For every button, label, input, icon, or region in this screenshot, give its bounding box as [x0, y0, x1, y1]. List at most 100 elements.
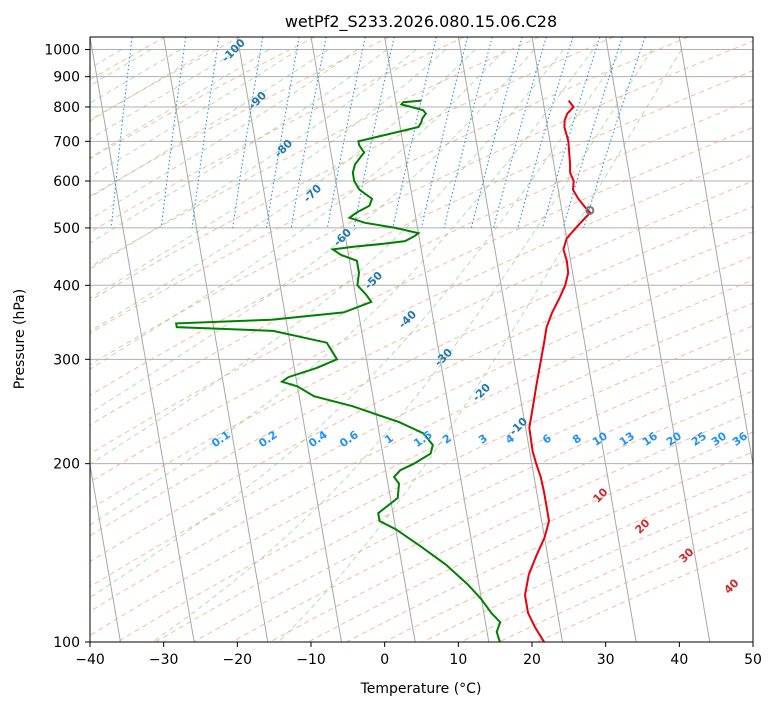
- dry-adiabat: [422, 490, 753, 642]
- moist-adiabat-label: 40: [722, 576, 742, 596]
- isotherm: [457, 37, 563, 642]
- dry-adiabat: [117, 325, 753, 642]
- isotherm: [236, 37, 342, 642]
- mixing-ratio-label: 6: [540, 431, 554, 446]
- mixing-ratio-line: [326, 37, 366, 228]
- dry-adiabat: [90, 231, 753, 563]
- dry-adiabat: [90, 37, 540, 268]
- x-tick-label: 30: [597, 652, 615, 668]
- mixing-ratio-line: [420, 37, 468, 229]
- moist-adiabat: [90, 49, 594, 526]
- dry-adiabat: [90, 255, 753, 588]
- lcl-marker: [585, 205, 595, 215]
- y-tick-label: 900: [53, 70, 80, 86]
- dry-adiabat: [90, 153, 753, 483]
- mixing-ratio-line: [493, 37, 547, 229]
- dry-adiabat: [90, 98, 753, 426]
- y-tick-label: 500: [53, 221, 80, 237]
- mixing-ratio-line: [583, 37, 646, 229]
- moist-adiabat: [90, 49, 506, 370]
- mixing-ratio-label: 1: [382, 432, 396, 447]
- dry-adiabat: [90, 37, 689, 334]
- dry-adiabat: [90, 37, 614, 302]
- temperature-line: [523, 99, 592, 642]
- x-tick-label: −10: [296, 652, 326, 668]
- plot-frame: [89, 36, 754, 643]
- x-tick-label: 10: [449, 652, 467, 668]
- mixing-ratio-line: [471, 37, 523, 229]
- y-tick-label: 600: [53, 174, 80, 190]
- moist-adiabat: [90, 49, 240, 140]
- dry-adiabat: [90, 126, 753, 455]
- mixing-ratio-line: [191, 37, 220, 228]
- x-tick-label: −40: [75, 652, 105, 668]
- y-tick-label: 300: [53, 352, 80, 368]
- y-tick-label: 400: [53, 278, 80, 294]
- y-tick-label: 200: [53, 457, 80, 473]
- mixing-ratio-label: 0.4: [306, 428, 330, 450]
- series-layer: [174, 99, 595, 642]
- dry-adiabat: [90, 37, 465, 233]
- isotherm: [384, 37, 490, 642]
- dry-adiabat: [90, 180, 753, 510]
- mixing-ratio-label: 0.2: [256, 428, 279, 450]
- moist-adiabat: [278, 49, 682, 642]
- dry-adiabat: [90, 37, 166, 81]
- x-tick-label: 50: [744, 652, 762, 668]
- mixing-ratio-label: 2: [440, 432, 454, 447]
- mixing-ratio-label: 20: [664, 429, 684, 449]
- moist-adiabat: [90, 49, 358, 220]
- x-axis-title: Temperature (°C): [360, 681, 482, 697]
- dry-adiabat-label: -100: [219, 36, 248, 65]
- mixing-ratio-label: 1.5: [411, 428, 434, 450]
- moist-adiabat: [152, 49, 653, 642]
- dewpoint-line: [174, 99, 502, 642]
- dry-adiabat: [90, 37, 390, 197]
- moist-adiabat: [90, 49, 417, 270]
- isotherm: [605, 37, 711, 642]
- isotherm: [752, 37, 753, 40]
- isotherm: [90, 37, 195, 642]
- mixing-ratio-line: [353, 37, 395, 228]
- background-lines: [90, 37, 753, 642]
- dry-adiabat: [90, 206, 753, 537]
- mixing-ratio-line: [443, 37, 493, 229]
- x-tick-label: −20: [223, 652, 253, 668]
- mixing-ratio-label: 30: [709, 429, 729, 449]
- moist-adiabat: [90, 49, 564, 465]
- y-tick-label: 800: [53, 100, 80, 116]
- axes: −40 −30 −20 −10 0 10 20 30 40 5010020030040050060…: [44, 43, 762, 668]
- dry-adiabat: [384, 470, 753, 642]
- mixing-ratio-label: 0.6: [337, 428, 361, 450]
- mixing-ratio-label: 13: [617, 429, 637, 448]
- x-tick-label: 20: [523, 652, 541, 668]
- dry-adiabat-label: -70: [301, 182, 324, 205]
- dry-adiabat-label: -20: [470, 381, 493, 404]
- moist-adiabat: [90, 49, 270, 159]
- isotherm: [531, 37, 637, 642]
- mixing-ratio-line: [517, 37, 574, 229]
- dry-adiabat: [307, 431, 753, 642]
- dry-adiabat: [90, 302, 753, 636]
- x-tick-label: 0: [380, 652, 389, 668]
- moist-adiabat: [90, 49, 329, 198]
- dry-adiabat: [90, 70, 753, 397]
- moist-adiabat-label: 20: [633, 516, 653, 536]
- mixing-ratio-line: [542, 37, 601, 229]
- mixing-ratio-label: 3: [476, 432, 490, 447]
- chart-title: wetPf2_S233.2026.080.15.06.C28: [285, 12, 557, 32]
- mixing-ratio-label: 10: [590, 429, 610, 449]
- mixing-ratio-line: [110, 37, 133, 228]
- dry-adiabat: [90, 279, 753, 612]
- y-tick-label: 1000: [44, 43, 80, 59]
- mixing-ratio-label: 25: [689, 429, 709, 448]
- y-tick-label: 100: [53, 635, 80, 651]
- isotherm: [163, 37, 269, 642]
- dry-adiabat: [498, 527, 753, 642]
- dry-adiabat: [193, 369, 753, 642]
- dry-adiabat-label: -80: [272, 137, 295, 160]
- mixing-ratio-line: [232, 37, 264, 228]
- dry-adiabat: [90, 37, 315, 160]
- x-tick-label: −30: [149, 652, 179, 668]
